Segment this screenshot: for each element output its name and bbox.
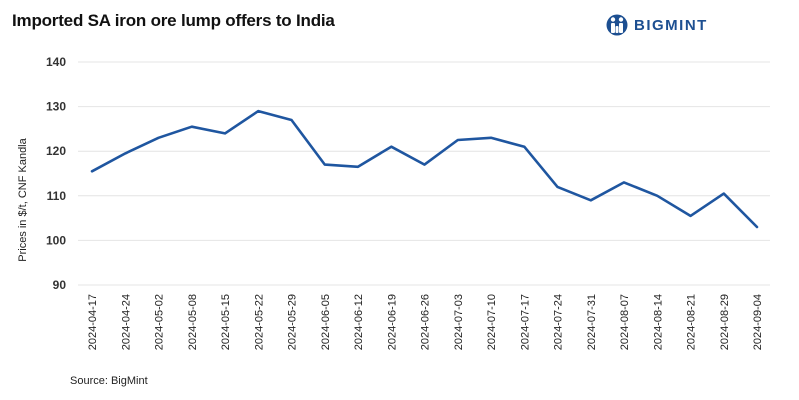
x-tick-label: 2024-06-12 (353, 294, 365, 350)
x-tick-label: 2024-04-24 (120, 294, 132, 350)
x-tick-label: 2024-06-26 (420, 294, 432, 350)
x-tick-label: 2024-07-10 (486, 294, 498, 350)
x-tick-label: 2024-06-05 (320, 294, 332, 350)
x-tick-label: 2024-07-24 (553, 294, 565, 350)
x-tick-label: 2024-08-07 (619, 294, 631, 350)
y-tick-label: 130 (46, 100, 66, 114)
x-tick-label: 2024-07-31 (586, 294, 598, 350)
y-axis-ticks: 90 100 110 120 130 140 (46, 55, 66, 292)
x-tick-label: 2024-09-04 (752, 294, 764, 350)
y-tick-label: 90 (53, 278, 67, 292)
brand-name: BIGMINT (634, 16, 708, 34)
x-tick-label: 2024-08-29 (719, 294, 731, 350)
y-tick-label: 140 (46, 55, 66, 69)
x-tick-label: 2024-04-17 (87, 294, 99, 350)
brand-logo: BIGMINT (606, 12, 708, 38)
series-line (90, 109, 759, 229)
y-tick-label: 110 (47, 189, 67, 203)
x-tick-label: 2024-06-19 (386, 294, 398, 350)
series-layer (90, 109, 759, 229)
source-note: Source: BigMint (70, 375, 148, 387)
y-tick-label: 120 (46, 144, 66, 158)
x-axis-ticks: 2024-04-17 2024-04-24 2024-05-02 2024-05-08… (87, 294, 764, 350)
bigmint-logo-icon (606, 14, 628, 36)
x-tick-label: 2024-05-15 (220, 294, 232, 350)
x-tick-label: 2024-07-03 (453, 294, 465, 350)
x-tick-label: 2024-07-17 (519, 294, 531, 350)
y-axis-label: Prices in $/t, CNF Kandla (17, 137, 29, 261)
x-tick-label: 2024-08-21 (686, 294, 698, 350)
chart-title: Imported SA iron ore lump offers to Indi… (12, 11, 335, 30)
x-tick-label: 2024-05-02 (154, 294, 166, 350)
grid-lines (78, 61, 770, 286)
x-tick-label: 2024-05-22 (253, 294, 265, 350)
x-tick-label: 2024-05-08 (187, 294, 199, 350)
x-tick-label: 2024-05-29 (287, 294, 299, 350)
x-tick-label: 2024-08-14 (652, 294, 664, 350)
y-tick-label: 100 (46, 233, 66, 247)
